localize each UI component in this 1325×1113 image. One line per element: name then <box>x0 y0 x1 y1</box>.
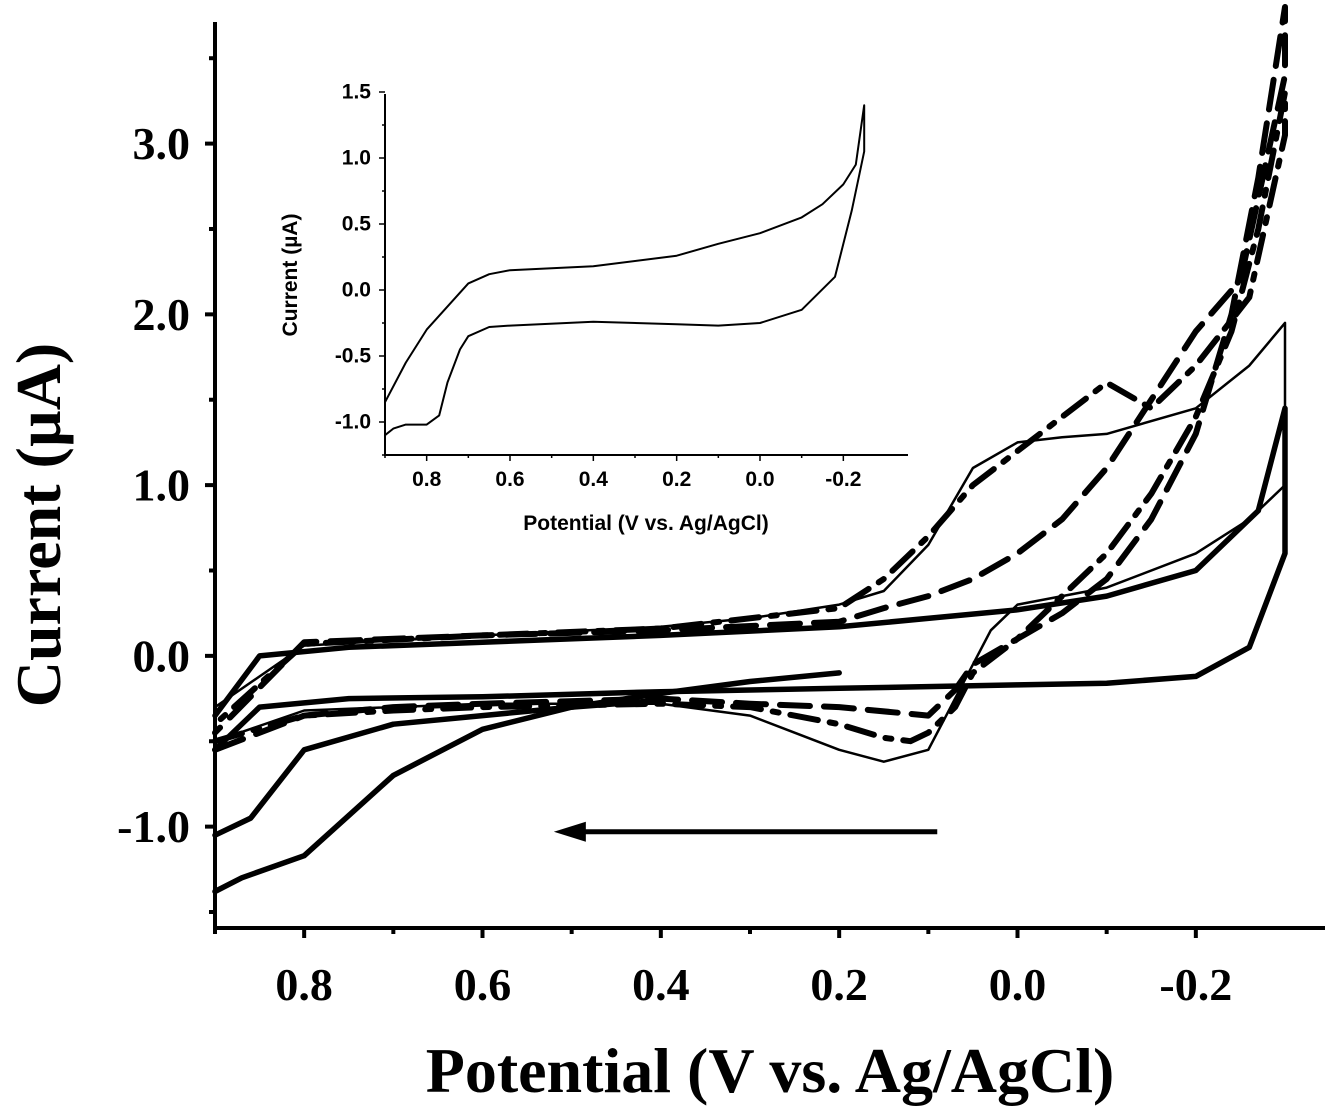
inset-x-tick-label: 0.2 <box>662 468 691 491</box>
main-y-tick-label: 1.0 <box>133 460 191 511</box>
main-x-tick-label: 0.4 <box>632 959 690 1010</box>
main-series-line-6 <box>212 89 1288 745</box>
main-x-tick-label: -0.2 <box>1159 959 1232 1010</box>
inset-series-line-1 <box>384 104 866 437</box>
main-series-line-1 <box>212 405 1288 753</box>
inset-x-ticks: 0.8 0.6 0.4 0.2 0.0 -0.2 <box>384 455 861 491</box>
inset-series-group <box>384 104 866 437</box>
main-y-axis-title: Current (µA) <box>3 343 74 708</box>
main-y-tick-label: -1.0 <box>117 801 190 852</box>
inset-x-tick-label: 0.0 <box>745 468 774 491</box>
main-annotations <box>553 821 938 842</box>
inset-y-tick-label: 0.0 <box>342 279 371 302</box>
main-x-tick-label: 0.0 <box>989 959 1047 1010</box>
main-x-axis-title: Potential (V vs. Ag/AgCl) <box>426 1035 1115 1106</box>
inset-y-axis-title: Current (µA) <box>279 214 302 337</box>
main-y-tick-label: 2.0 <box>133 289 191 340</box>
main-x-tick-label: 0.2 <box>810 959 868 1010</box>
inset-x-tick-label: 0.6 <box>495 468 524 491</box>
inset-x-tick-label: 0.8 <box>412 468 442 491</box>
inset-y-tick-label: -0.5 <box>335 345 372 368</box>
main-y-tick-label: 0.0 <box>133 630 191 681</box>
main-x-tick-label: 0.8 <box>275 959 333 1010</box>
inset-y-tick-label: 1.5 <box>342 81 372 104</box>
inset-axes: 0.8 0.6 0.4 0.2 0.0 -0.2 -1.0 -0.5 0.0 0.5 1.0 1.5 <box>335 81 908 491</box>
main-series-line-4 <box>213 321 1287 763</box>
inset-y-tick-label: 0.5 <box>342 213 372 236</box>
main-x-tick-label: 0.6 <box>454 959 512 1010</box>
inset-y-tick-label: -1.0 <box>335 411 371 434</box>
main-axes: 0.8 0.6 0.4 0.2 0.0 -0.2 -1.0 0.0 1.0 2.0 3.0 <box>117 22 1325 1010</box>
main-series-line-5 <box>212 4 1288 753</box>
main-series-line-2 <box>212 670 842 895</box>
main-series-group <box>212 4 1288 895</box>
inset-x-axis-title: Potential (V vs. Ag/AgCl) <box>523 512 768 535</box>
inset-y-tick-label: 1.0 <box>342 147 371 170</box>
inset-x-tick-label: -0.2 <box>825 468 861 491</box>
main-y-tick-label: 3.0 <box>133 118 191 169</box>
main-x-ticks: 0.8 0.6 0.4 0.2 0.0 -0.2 <box>213 928 1232 1010</box>
main-y-ticks: -1.0 0.0 1.0 2.0 3.0 <box>117 56 215 914</box>
inset-x-tick-label: 0.4 <box>579 468 609 491</box>
scan-direction-arrow-head <box>553 821 586 842</box>
inset-y-ticks: -1.0 -0.5 0.0 0.5 1.0 1.5 <box>335 81 385 456</box>
